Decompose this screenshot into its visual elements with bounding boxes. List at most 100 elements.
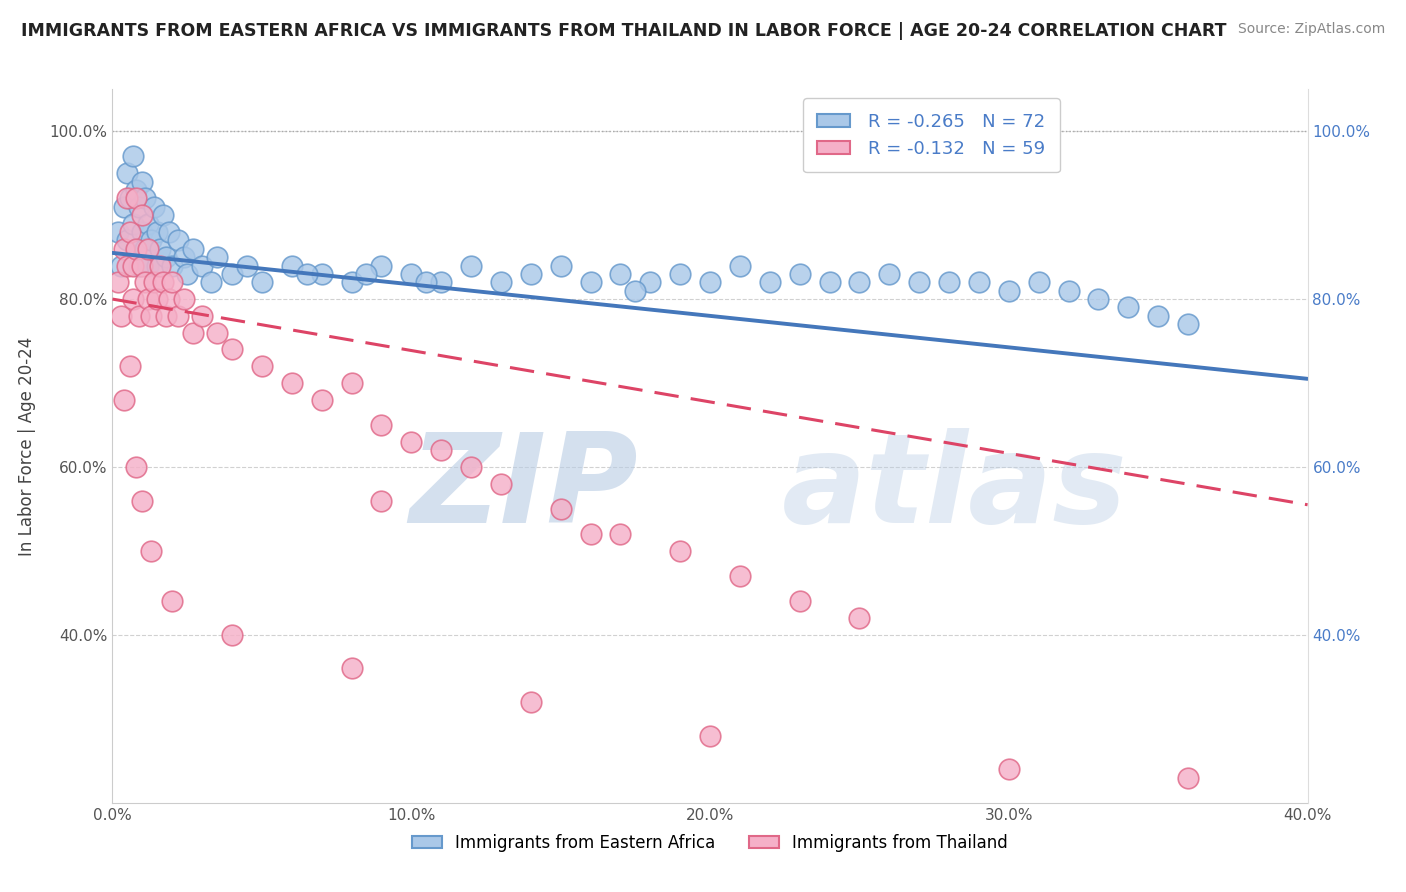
Point bbox=[131, 175, 153, 189]
Point bbox=[157, 292, 180, 306]
Point bbox=[122, 217, 145, 231]
Point bbox=[146, 225, 169, 239]
Point bbox=[295, 267, 318, 281]
Point bbox=[430, 443, 453, 458]
Point bbox=[460, 460, 482, 475]
Point bbox=[122, 259, 145, 273]
Point bbox=[938, 275, 960, 289]
Point bbox=[117, 191, 139, 205]
Y-axis label: In Labor Force | Age 20-24: In Labor Force | Age 20-24 bbox=[18, 336, 35, 556]
Point bbox=[340, 275, 363, 289]
Point bbox=[122, 149, 145, 163]
Point bbox=[191, 259, 214, 273]
Point bbox=[128, 309, 150, 323]
Point bbox=[370, 417, 392, 432]
Point bbox=[579, 275, 602, 289]
Point bbox=[157, 225, 180, 239]
Point bbox=[818, 275, 841, 289]
Point bbox=[848, 275, 870, 289]
Point bbox=[430, 275, 453, 289]
Point bbox=[236, 259, 259, 273]
Point bbox=[173, 292, 195, 306]
Point bbox=[138, 292, 160, 306]
Text: atlas: atlas bbox=[782, 428, 1128, 549]
Point bbox=[117, 259, 139, 273]
Point bbox=[152, 275, 174, 289]
Point bbox=[181, 242, 204, 256]
Point bbox=[149, 259, 172, 273]
Point bbox=[173, 250, 195, 264]
Point bbox=[340, 376, 363, 390]
Point bbox=[200, 275, 222, 289]
Point bbox=[624, 284, 647, 298]
Point bbox=[848, 611, 870, 625]
Point bbox=[205, 250, 228, 264]
Point bbox=[879, 267, 901, 281]
Point bbox=[131, 259, 153, 273]
Point bbox=[281, 376, 304, 390]
Point bbox=[998, 284, 1021, 298]
Point bbox=[146, 259, 169, 273]
Point bbox=[110, 259, 132, 273]
Point bbox=[114, 242, 135, 256]
Point bbox=[520, 267, 543, 281]
Point bbox=[125, 460, 148, 475]
Point bbox=[998, 762, 1021, 776]
Point bbox=[669, 544, 692, 558]
Point bbox=[120, 191, 142, 205]
Point bbox=[728, 259, 751, 273]
Point bbox=[125, 242, 148, 256]
Point bbox=[669, 267, 692, 281]
Point bbox=[609, 527, 631, 541]
Point bbox=[489, 476, 512, 491]
Point bbox=[250, 359, 273, 374]
Point bbox=[120, 359, 142, 374]
Point bbox=[520, 695, 543, 709]
Point bbox=[550, 259, 572, 273]
Point bbox=[401, 267, 423, 281]
Point bbox=[250, 275, 273, 289]
Point bbox=[221, 267, 243, 281]
Point bbox=[128, 259, 150, 273]
Point bbox=[131, 208, 153, 222]
Point bbox=[141, 233, 163, 247]
Point bbox=[162, 275, 183, 289]
Point bbox=[460, 259, 482, 273]
Point bbox=[149, 242, 172, 256]
Point bbox=[143, 275, 166, 289]
Point bbox=[114, 392, 135, 407]
Point bbox=[131, 225, 153, 239]
Point bbox=[370, 493, 392, 508]
Point bbox=[340, 661, 363, 675]
Point bbox=[579, 527, 602, 541]
Point bbox=[141, 544, 163, 558]
Point bbox=[138, 217, 160, 231]
Point bbox=[489, 275, 512, 289]
Point bbox=[759, 275, 782, 289]
Point bbox=[1177, 771, 1199, 785]
Point bbox=[1028, 275, 1050, 289]
Text: Source: ZipAtlas.com: Source: ZipAtlas.com bbox=[1237, 22, 1385, 37]
Point bbox=[789, 267, 811, 281]
Point bbox=[122, 292, 145, 306]
Point bbox=[138, 259, 160, 273]
Point bbox=[550, 502, 572, 516]
Point bbox=[138, 242, 160, 256]
Point bbox=[205, 326, 228, 340]
Point bbox=[167, 233, 190, 247]
Point bbox=[134, 275, 156, 289]
Point bbox=[143, 200, 166, 214]
Point bbox=[176, 267, 198, 281]
Point bbox=[155, 250, 177, 264]
Point bbox=[107, 275, 129, 289]
Point bbox=[221, 628, 243, 642]
Point bbox=[162, 594, 183, 608]
Point bbox=[967, 275, 990, 289]
Point bbox=[370, 259, 392, 273]
Point bbox=[789, 594, 811, 608]
Point bbox=[146, 292, 169, 306]
Point bbox=[117, 166, 139, 180]
Point bbox=[609, 267, 631, 281]
Point bbox=[114, 200, 135, 214]
Point bbox=[640, 275, 662, 289]
